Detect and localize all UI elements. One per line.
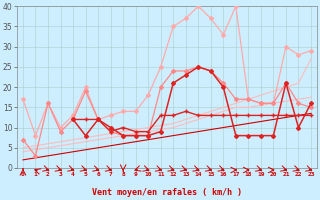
X-axis label: Vent moyen/en rafales ( km/h ): Vent moyen/en rafales ( km/h ) [92,188,242,197]
